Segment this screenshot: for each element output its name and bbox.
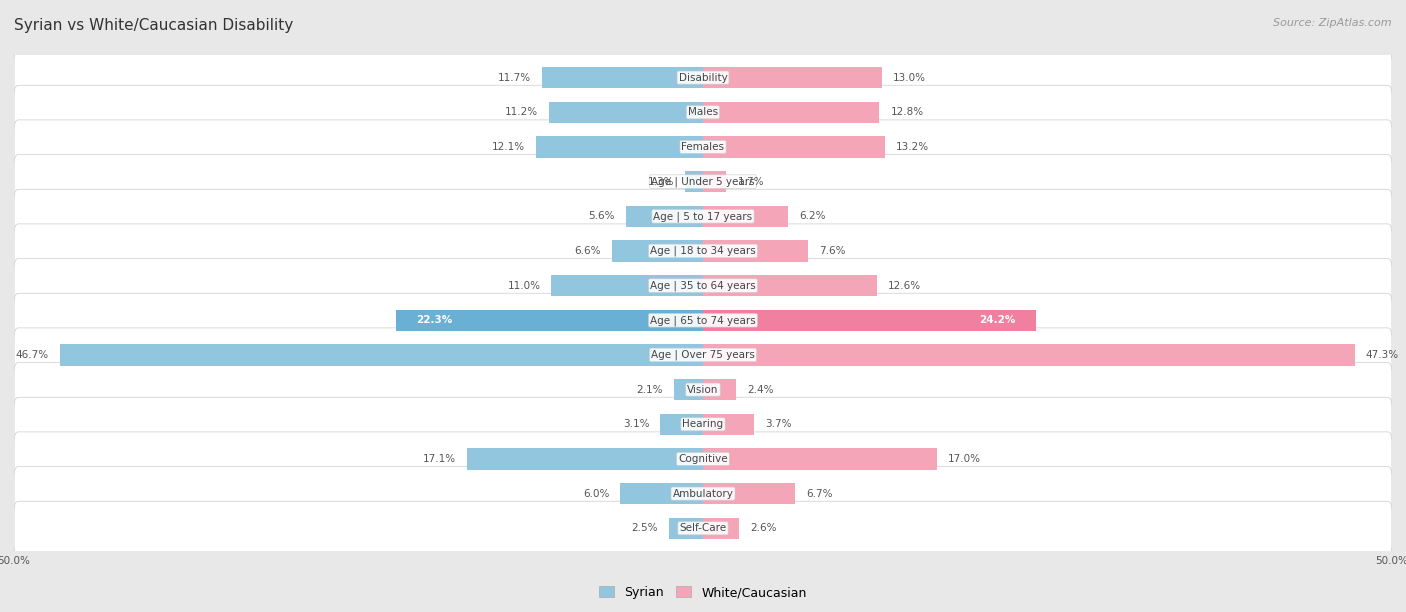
Legend: Syrian, White/Caucasian: Syrian, White/Caucasian [595, 581, 811, 604]
Text: 13.0%: 13.0% [893, 73, 927, 83]
Text: Age | 35 to 64 years: Age | 35 to 64 years [650, 280, 756, 291]
Bar [626, 206, 703, 227]
Bar [703, 518, 738, 539]
FancyBboxPatch shape [14, 328, 1392, 382]
Bar [703, 136, 884, 158]
Bar [703, 67, 882, 88]
Bar [685, 171, 703, 192]
Bar [703, 483, 796, 504]
Text: Cognitive: Cognitive [678, 454, 728, 464]
Bar [703, 414, 754, 435]
Bar [551, 275, 703, 296]
Bar [536, 136, 703, 158]
Text: Females: Females [682, 142, 724, 152]
Text: 1.7%: 1.7% [738, 177, 763, 187]
Text: 2.5%: 2.5% [631, 523, 658, 533]
Text: Hearing: Hearing [682, 419, 724, 429]
Bar [620, 483, 703, 504]
Text: 11.7%: 11.7% [498, 73, 531, 83]
FancyBboxPatch shape [14, 432, 1392, 486]
Bar [661, 414, 703, 435]
Bar [703, 206, 789, 227]
Bar [703, 344, 1355, 366]
Text: 12.1%: 12.1% [492, 142, 526, 152]
Bar [703, 171, 727, 192]
Bar [673, 379, 703, 400]
FancyBboxPatch shape [14, 258, 1392, 313]
Text: Age | 18 to 34 years: Age | 18 to 34 years [650, 245, 756, 256]
Text: 2.1%: 2.1% [637, 384, 664, 395]
Text: 5.6%: 5.6% [588, 211, 614, 222]
Bar [467, 448, 703, 469]
Text: 2.4%: 2.4% [747, 384, 773, 395]
FancyBboxPatch shape [14, 51, 1392, 105]
Text: Vision: Vision [688, 384, 718, 395]
Text: 6.0%: 6.0% [583, 488, 609, 499]
Bar [59, 344, 703, 366]
FancyBboxPatch shape [14, 85, 1392, 140]
FancyBboxPatch shape [14, 189, 1392, 244]
Text: Source: ZipAtlas.com: Source: ZipAtlas.com [1274, 18, 1392, 28]
Text: 24.2%: 24.2% [980, 315, 1015, 325]
Text: Age | Under 5 years: Age | Under 5 years [651, 176, 755, 187]
FancyBboxPatch shape [14, 397, 1392, 451]
Text: Disability: Disability [679, 73, 727, 83]
Bar [548, 102, 703, 123]
Text: 17.1%: 17.1% [423, 454, 457, 464]
Bar [703, 379, 737, 400]
Text: Age | 65 to 74 years: Age | 65 to 74 years [650, 315, 756, 326]
Bar [703, 310, 1036, 331]
Bar [703, 240, 807, 262]
FancyBboxPatch shape [14, 120, 1392, 174]
Bar [541, 67, 703, 88]
Text: Age | Over 75 years: Age | Over 75 years [651, 349, 755, 360]
Text: 1.3%: 1.3% [648, 177, 673, 187]
Text: 3.7%: 3.7% [765, 419, 792, 429]
Bar [703, 102, 879, 123]
FancyBboxPatch shape [14, 362, 1392, 417]
Text: 17.0%: 17.0% [948, 454, 981, 464]
Bar [612, 240, 703, 262]
Text: Males: Males [688, 107, 718, 118]
FancyBboxPatch shape [14, 293, 1392, 348]
Text: 46.7%: 46.7% [15, 350, 48, 360]
Text: Syrian vs White/Caucasian Disability: Syrian vs White/Caucasian Disability [14, 18, 294, 34]
Text: 3.1%: 3.1% [623, 419, 650, 429]
Text: 12.6%: 12.6% [887, 281, 921, 291]
Text: Self-Care: Self-Care [679, 523, 727, 533]
Text: 7.6%: 7.6% [818, 246, 845, 256]
Text: 22.3%: 22.3% [416, 315, 453, 325]
Text: 13.2%: 13.2% [896, 142, 929, 152]
FancyBboxPatch shape [14, 224, 1392, 278]
Bar [669, 518, 703, 539]
FancyBboxPatch shape [14, 466, 1392, 521]
FancyBboxPatch shape [14, 155, 1392, 209]
Text: 6.7%: 6.7% [807, 488, 832, 499]
Text: 47.3%: 47.3% [1365, 350, 1399, 360]
Text: 12.8%: 12.8% [890, 107, 924, 118]
Text: 11.0%: 11.0% [508, 281, 540, 291]
Bar [395, 310, 703, 331]
Text: 11.2%: 11.2% [505, 107, 537, 118]
Text: Ambulatory: Ambulatory [672, 488, 734, 499]
Bar [703, 448, 938, 469]
Text: 6.6%: 6.6% [575, 246, 600, 256]
Text: Age | 5 to 17 years: Age | 5 to 17 years [654, 211, 752, 222]
Bar [703, 275, 876, 296]
Text: 6.2%: 6.2% [800, 211, 825, 222]
FancyBboxPatch shape [14, 501, 1392, 555]
Text: 2.6%: 2.6% [749, 523, 776, 533]
